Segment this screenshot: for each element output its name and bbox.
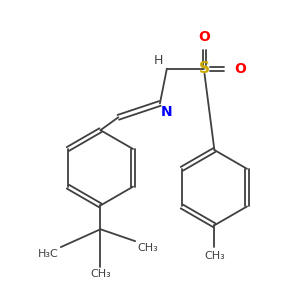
Text: H₃C: H₃C [38,249,59,259]
Text: O: O [199,30,210,44]
Text: CH₃: CH₃ [137,243,158,253]
Text: CH₃: CH₃ [90,269,111,279]
Text: O: O [234,62,246,76]
Text: S: S [199,61,210,76]
Text: N: N [161,105,172,119]
Text: H: H [154,54,163,67]
Text: CH₃: CH₃ [204,251,225,261]
